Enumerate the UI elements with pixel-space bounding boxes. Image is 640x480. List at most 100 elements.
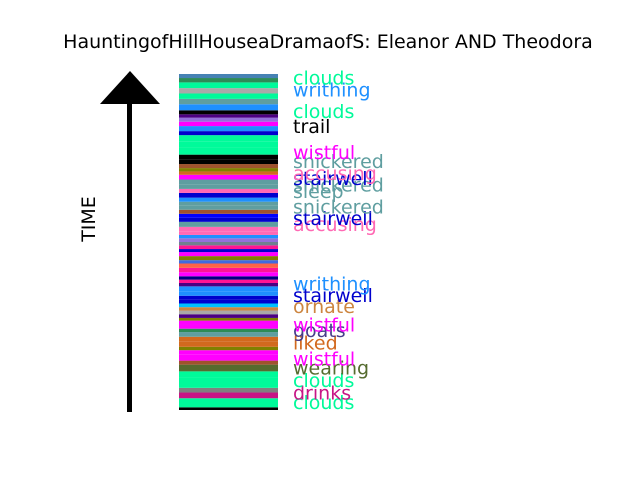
timeline-stripe bbox=[179, 256, 278, 261]
timeline-stripe bbox=[179, 93, 278, 99]
timeline-stripe bbox=[179, 371, 278, 378]
timeline-label: accusing bbox=[293, 163, 377, 185]
timeline-label: clouds bbox=[293, 392, 354, 414]
timeline-stripe bbox=[179, 238, 278, 242]
timeline-label: snickered bbox=[293, 175, 384, 197]
timeline-stripe bbox=[179, 252, 278, 257]
timeline-stripe bbox=[179, 267, 278, 273]
timeline-stripe bbox=[179, 110, 278, 115]
timeline-label: wistful bbox=[293, 142, 355, 164]
timeline-stripe bbox=[179, 179, 278, 185]
timeline-label: writhing bbox=[293, 79, 371, 101]
timeline-stripe bbox=[179, 104, 278, 111]
time-arrow-head-icon bbox=[100, 71, 160, 104]
timeline-label: accusing bbox=[293, 214, 377, 236]
timeline-stripe bbox=[179, 82, 278, 89]
timeline-stripe bbox=[179, 135, 278, 142]
timeline-stripe bbox=[179, 260, 278, 264]
timeline-stripe bbox=[179, 234, 278, 239]
timeline-label: clouds bbox=[293, 370, 354, 392]
timeline-stripe bbox=[179, 168, 278, 172]
timeline-stripe bbox=[179, 295, 278, 300]
timeline-stripe bbox=[179, 205, 278, 210]
timeline-label: snickered bbox=[293, 151, 384, 173]
timeline-stripe bbox=[179, 209, 278, 214]
timeline-stripe bbox=[179, 98, 278, 105]
timeline-stripe bbox=[179, 184, 278, 189]
timeline-stripe bbox=[179, 174, 278, 180]
timeline-label: stairwell bbox=[293, 285, 373, 307]
timeline-stripe bbox=[179, 131, 278, 136]
timeline-label: liked bbox=[293, 332, 338, 354]
timeline-stripe bbox=[179, 263, 278, 268]
timeline-stripe bbox=[179, 354, 278, 361]
timeline-stripe bbox=[179, 201, 278, 206]
timeline-label: stairwell bbox=[293, 208, 373, 230]
timeline-stripe bbox=[179, 154, 278, 160]
timeline-stripe bbox=[179, 159, 278, 165]
timeline-label: writhing bbox=[293, 274, 371, 296]
timeline-stripes bbox=[179, 74, 278, 410]
timeline-label: stairwell bbox=[293, 168, 373, 190]
timeline-stripe bbox=[179, 291, 278, 296]
timeline-stripe bbox=[179, 320, 278, 325]
timeline-label: wistful bbox=[293, 315, 355, 337]
timeline-stripe bbox=[179, 88, 278, 94]
timeline-stripe bbox=[179, 171, 278, 175]
timeline-stripe bbox=[179, 121, 278, 127]
timeline-stripe bbox=[179, 226, 278, 232]
timeline-label: trail bbox=[293, 116, 330, 138]
timeline-stripe bbox=[179, 332, 278, 337]
timeline-label: sleep bbox=[293, 181, 344, 203]
chart-title: HauntingofHillHouseaDramaofS: Eleanor AN… bbox=[63, 31, 593, 53]
timeline-stripe bbox=[179, 147, 278, 155]
timeline-stripe bbox=[179, 307, 278, 311]
timeline-stripe bbox=[179, 299, 278, 304]
timeline-stripe bbox=[179, 324, 278, 329]
timeline-label: drinks bbox=[293, 383, 351, 405]
timeline-stripe bbox=[179, 188, 278, 193]
timeline-stripe bbox=[179, 117, 278, 122]
timeline-stripe bbox=[179, 407, 278, 410]
timeline-labels: cloudsdrinkscloudswearingwistfullikedgoa… bbox=[293, 67, 384, 414]
timeline-stripe bbox=[179, 231, 278, 235]
timeline-stripe bbox=[179, 78, 278, 83]
timeline-stripe bbox=[179, 164, 278, 169]
timeline-stripe bbox=[179, 398, 278, 408]
timeline-label: wearing bbox=[293, 358, 369, 380]
timeline-stripe bbox=[179, 346, 278, 351]
timeline-stripe bbox=[179, 242, 278, 246]
timeline-stripe bbox=[179, 74, 278, 79]
timeline-stripe bbox=[179, 221, 278, 227]
timeline-stripe bbox=[179, 141, 278, 148]
timeline-stripe bbox=[179, 286, 278, 292]
timeline-label: clouds bbox=[293, 101, 354, 123]
timeline-stripe bbox=[179, 126, 278, 132]
time-arrow-shaft bbox=[127, 100, 132, 412]
timeline-label: ornate bbox=[293, 296, 355, 318]
timeline-stripe bbox=[179, 360, 278, 365]
timeline-stripe bbox=[179, 114, 278, 118]
timeline-label: snickered bbox=[293, 196, 384, 218]
timeline-stripe bbox=[179, 303, 278, 308]
timeline-stripe bbox=[179, 364, 278, 372]
timeline-stripe bbox=[179, 245, 278, 250]
timeline-stripe bbox=[179, 213, 278, 218]
timeline-stripe bbox=[179, 317, 278, 321]
timeline-stripe bbox=[179, 197, 278, 202]
timeline-stripe bbox=[179, 276, 278, 280]
timeline-stripe bbox=[179, 249, 278, 253]
timeline-label: clouds bbox=[293, 67, 354, 89]
timeline-stripe bbox=[179, 217, 278, 222]
timeline-stripe bbox=[179, 387, 278, 393]
timeline-stripe bbox=[179, 341, 278, 347]
timeline-stripe bbox=[179, 328, 278, 333]
timeline-stripe bbox=[179, 310, 278, 315]
timeline-label: goats bbox=[293, 320, 346, 342]
timeline-stripe bbox=[179, 282, 278, 287]
timeline-stripe bbox=[179, 272, 278, 277]
timeline-stripe bbox=[179, 336, 278, 342]
timeline-stripe bbox=[179, 392, 278, 399]
timeline-stripe bbox=[179, 350, 278, 355]
